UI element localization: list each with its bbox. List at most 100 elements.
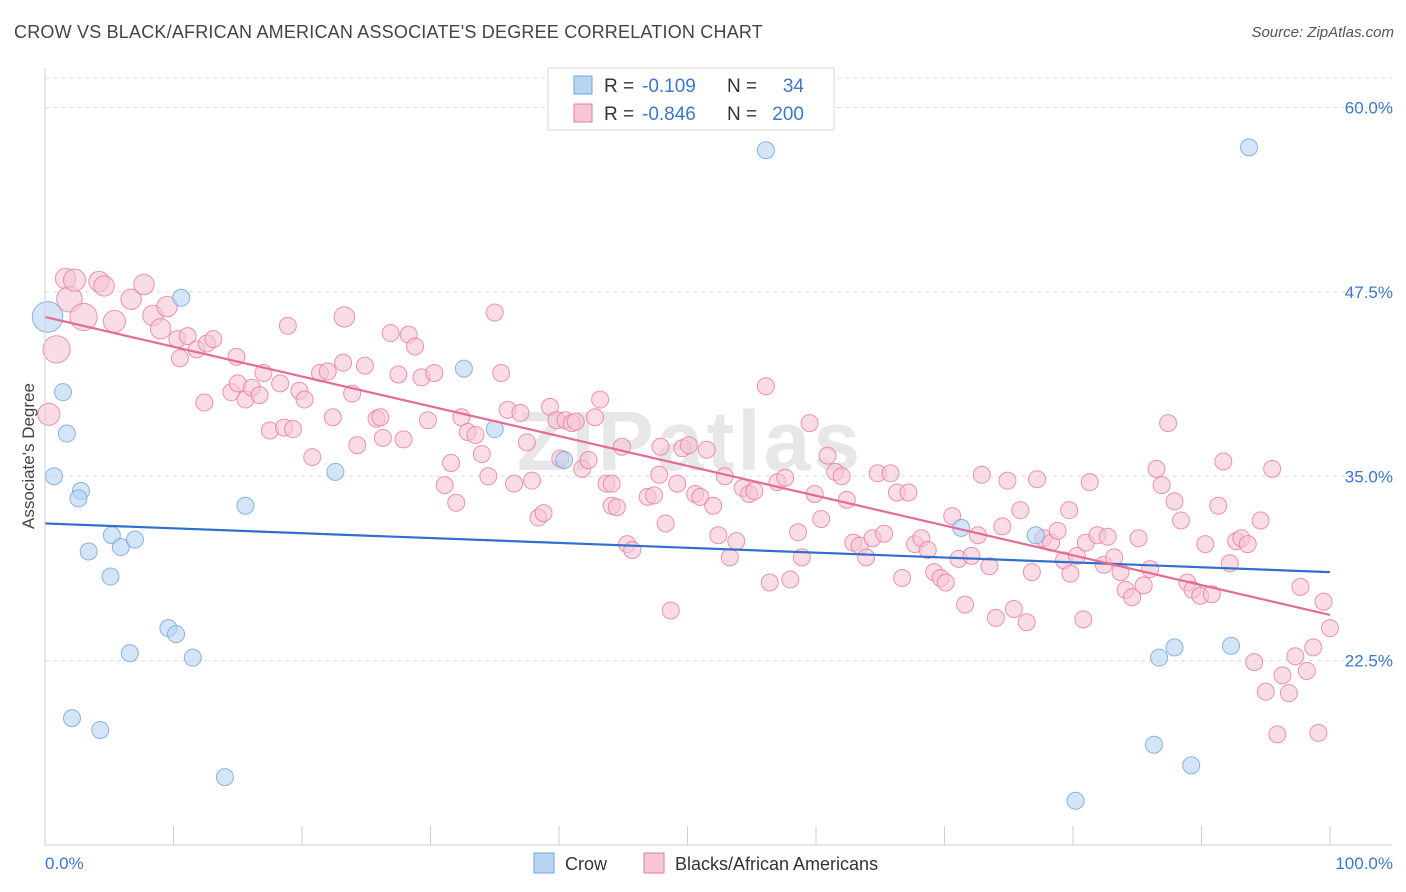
black-point — [1134, 576, 1153, 595]
black-point — [781, 570, 800, 589]
crow-point — [756, 141, 775, 160]
black-point — [472, 445, 491, 464]
black-point — [837, 490, 856, 509]
black-point — [756, 377, 775, 396]
legend-r-value-black: -0.846 — [642, 104, 696, 125]
black-point — [760, 573, 779, 592]
black-point — [691, 487, 710, 506]
black-point — [745, 482, 764, 500]
black-point — [776, 468, 795, 487]
legend-r-label-crow: R = — [604, 76, 634, 97]
crow-point — [236, 496, 255, 515]
crow-point — [1165, 638, 1184, 657]
black-point — [602, 474, 621, 493]
black-point — [1028, 470, 1047, 489]
black-point — [1147, 459, 1166, 478]
y-tick-label: 35.0% — [1345, 467, 1393, 486]
black-point — [591, 390, 610, 409]
black-point — [585, 408, 604, 427]
legend-n-value-crow: 34 — [783, 76, 805, 97]
black-point — [435, 476, 454, 495]
black-point — [334, 353, 353, 372]
black-point — [579, 451, 598, 470]
black-point — [956, 595, 975, 614]
black-point — [1214, 452, 1233, 471]
crow-point — [454, 359, 473, 378]
black-point — [333, 306, 356, 328]
legend-n-label-crow: N = — [727, 76, 757, 97]
crow-point — [1182, 756, 1201, 775]
black-point — [972, 465, 991, 484]
black-point — [1297, 661, 1316, 680]
legend-n-label-black: N = — [727, 104, 757, 125]
black-point — [709, 526, 728, 545]
black-point — [1061, 564, 1080, 583]
black-point — [271, 374, 290, 393]
black-point — [832, 467, 851, 486]
black-point — [1321, 619, 1339, 638]
axis-layer: 22.5% 35.0% 47.5% 60.0% 0.0% 100.0% — [44, 68, 1393, 873]
black-point — [668, 474, 687, 493]
crow-point — [1150, 648, 1169, 667]
black-point — [1263, 459, 1282, 478]
black-point — [1273, 666, 1292, 685]
black-point — [899, 483, 918, 502]
black-point — [37, 402, 61, 426]
black-point — [607, 498, 626, 517]
bottom-legend-swatch-black — [643, 852, 665, 874]
black-point — [1209, 496, 1228, 515]
black-point — [857, 548, 876, 567]
crow-trend-line — [44, 522, 1331, 574]
black-point — [1165, 492, 1184, 511]
y-axis-title: Associate's Degree — [19, 383, 38, 529]
black-point — [442, 453, 461, 472]
crow-point — [1144, 735, 1163, 754]
black-point — [661, 601, 680, 620]
legend-swatch-crow — [573, 75, 593, 95]
crow-point — [91, 720, 110, 739]
x-tick-label: 0.0% — [45, 854, 84, 873]
black-point — [1202, 585, 1221, 604]
black-point — [511, 403, 530, 422]
black-point — [318, 362, 337, 381]
black-point — [918, 541, 937, 559]
black-point — [348, 436, 367, 455]
black-point — [1017, 613, 1036, 632]
crow-point — [183, 648, 202, 667]
bottom-legend-label-black: Blacks/African Americans — [675, 854, 878, 874]
black-point — [485, 303, 504, 322]
black-point — [986, 608, 1005, 627]
crow-point — [44, 467, 63, 486]
legend-n-value-black: 200 — [772, 104, 804, 125]
black-point — [1251, 511, 1270, 530]
black-point — [406, 337, 425, 356]
black-point — [1256, 682, 1275, 701]
black-point — [204, 330, 223, 349]
black-point — [1048, 521, 1067, 540]
crow-point — [53, 383, 72, 402]
black-point — [893, 569, 912, 588]
legend-r-value-crow: -0.109 — [642, 76, 696, 97]
crow-point — [326, 462, 345, 481]
black-point — [679, 436, 698, 455]
trend-layer — [44, 315, 1331, 616]
y-tick-label: 60.0% — [1345, 99, 1393, 118]
black-point — [980, 557, 999, 576]
bottom-legend-label-crow: Crow — [565, 854, 608, 874]
black-point — [389, 365, 408, 384]
crow-point — [1222, 636, 1241, 655]
black-point — [875, 524, 894, 543]
black-point — [492, 364, 511, 382]
black-point — [394, 430, 413, 449]
black-point — [1123, 588, 1142, 607]
black-point — [818, 446, 837, 465]
black-point — [93, 275, 115, 297]
black-point — [1129, 529, 1148, 548]
chart-source: Source: ZipAtlas.com — [1251, 24, 1394, 41]
black-point — [566, 412, 585, 431]
black-point — [250, 386, 269, 405]
black-point — [303, 448, 322, 467]
black-point — [425, 364, 444, 382]
black-point — [102, 309, 126, 333]
crow-point — [120, 644, 139, 663]
